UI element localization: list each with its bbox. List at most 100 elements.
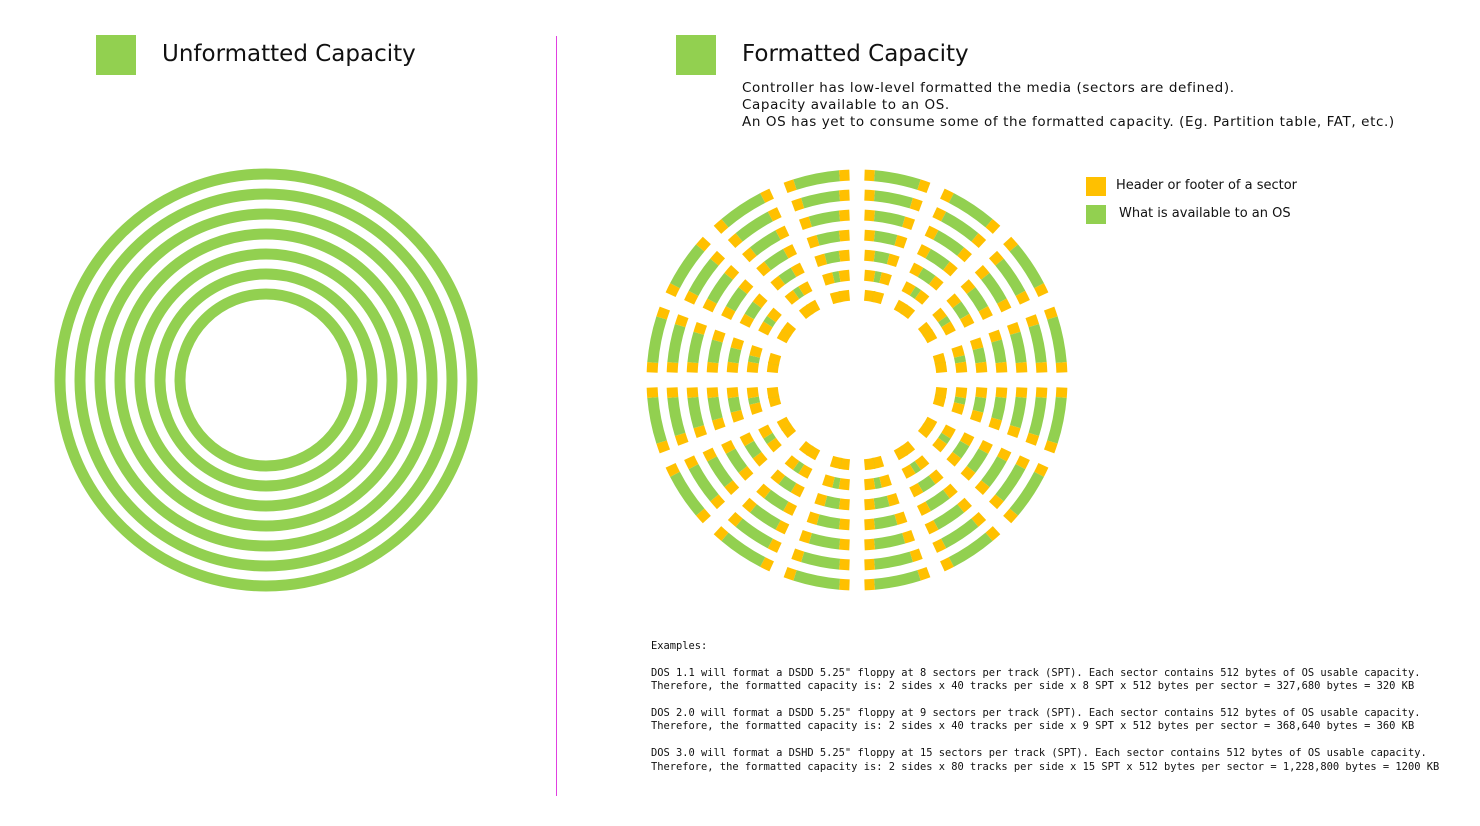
sector-data xyxy=(707,339,723,364)
sector-footer xyxy=(798,281,813,296)
sector-header xyxy=(1025,314,1040,328)
unformatted-track xyxy=(94,208,438,552)
sector-footer xyxy=(783,244,798,259)
sector-header xyxy=(988,329,1002,343)
sector-footer xyxy=(916,501,931,516)
sector-header xyxy=(838,478,850,491)
sector-footer xyxy=(686,387,699,399)
sector-header xyxy=(864,229,876,242)
sector-data xyxy=(670,244,705,289)
example-line: Therefore, the formatted capacity is: 2 … xyxy=(651,720,1415,733)
sector-footer xyxy=(727,511,743,527)
sector-footer xyxy=(1035,362,1048,373)
sector-footer xyxy=(978,306,993,321)
sector-header xyxy=(941,424,956,439)
sector-footer xyxy=(766,307,782,323)
sector-footer xyxy=(783,566,797,581)
sector-header xyxy=(997,447,1012,462)
sector-header xyxy=(713,219,729,234)
sector-header xyxy=(969,337,984,351)
sector-footer xyxy=(988,417,1002,431)
sector-header xyxy=(693,425,708,439)
sector-header xyxy=(702,298,717,313)
sector-footer xyxy=(1025,432,1040,446)
sector-footer xyxy=(864,478,876,491)
sector-data xyxy=(1028,324,1047,364)
sector-footer xyxy=(838,249,850,262)
sector-header xyxy=(758,321,773,336)
sector-footer xyxy=(864,538,876,551)
description-line: Controller has low-level formatted the m… xyxy=(742,80,1235,96)
sector-header xyxy=(730,409,745,423)
sector-header xyxy=(943,483,958,499)
sector-header xyxy=(749,402,763,415)
sector-footer xyxy=(674,314,689,328)
sector-footer xyxy=(932,538,947,553)
sector-data xyxy=(707,396,723,421)
sector-data xyxy=(995,463,1026,502)
sector-footer xyxy=(864,498,876,511)
sector-header xyxy=(928,469,944,485)
sector-header xyxy=(783,501,798,516)
sector-data xyxy=(687,396,705,429)
sector-footer xyxy=(932,437,948,453)
description-line: Capacity available to an OS. xyxy=(742,97,950,113)
sector-footer xyxy=(909,197,923,212)
sector-data xyxy=(991,339,1007,364)
sector-header xyxy=(752,451,768,467)
formatted-title-swatch xyxy=(676,35,716,75)
sector-header xyxy=(838,498,850,511)
sector-data xyxy=(873,271,882,284)
sector-footer xyxy=(766,386,780,399)
sector-data xyxy=(688,463,719,502)
sector-footer xyxy=(746,387,759,399)
sector-data xyxy=(972,396,987,413)
legend-swatch-header-footer xyxy=(1086,177,1106,196)
sector-footer xyxy=(943,261,958,277)
sector-data xyxy=(917,475,936,493)
sector-header xyxy=(894,511,908,525)
sector-data xyxy=(938,432,951,445)
formatted-title: Formatted Capacity xyxy=(742,41,969,67)
sector-data xyxy=(647,316,667,364)
sector-footer xyxy=(924,520,939,535)
sector-footer xyxy=(760,188,774,203)
sector-footer xyxy=(928,275,944,291)
sector-data xyxy=(801,190,841,209)
sector-footer xyxy=(798,529,812,544)
sector-data xyxy=(873,230,898,246)
sector-footer xyxy=(752,293,768,309)
sector-footer xyxy=(1055,362,1068,373)
sector-header xyxy=(721,306,736,321)
sector-header xyxy=(959,432,975,447)
sector-data xyxy=(721,193,766,228)
sector-header xyxy=(924,225,939,240)
sector-footer xyxy=(656,306,671,320)
sector-footer xyxy=(946,451,962,467)
sector-header xyxy=(909,262,924,278)
sector-footer xyxy=(684,455,699,470)
sector-footer xyxy=(739,432,755,447)
sector-footer xyxy=(822,474,835,488)
example-line: DOS 2.0 will format a DSDD 5.25" floppy … xyxy=(651,706,1421,719)
sector-header xyxy=(985,526,1001,541)
sector-data xyxy=(940,211,979,242)
panel-divider xyxy=(556,36,557,796)
sector-footer xyxy=(932,394,946,408)
sector-footer xyxy=(829,455,843,469)
sector-data xyxy=(948,193,993,228)
sector-footer xyxy=(893,445,908,461)
sector-header xyxy=(742,247,757,263)
sector-footer xyxy=(894,235,908,249)
sector-data xyxy=(727,347,742,364)
sector-footer xyxy=(951,402,965,415)
sector-footer xyxy=(988,494,1004,510)
sector-data xyxy=(816,230,841,246)
sector-data xyxy=(953,355,966,364)
sector-header xyxy=(901,281,916,296)
sector-footer xyxy=(969,409,984,423)
sector-data xyxy=(763,432,776,445)
sector-header xyxy=(784,289,800,305)
sector-header xyxy=(864,249,876,262)
sector-footer xyxy=(922,329,938,344)
